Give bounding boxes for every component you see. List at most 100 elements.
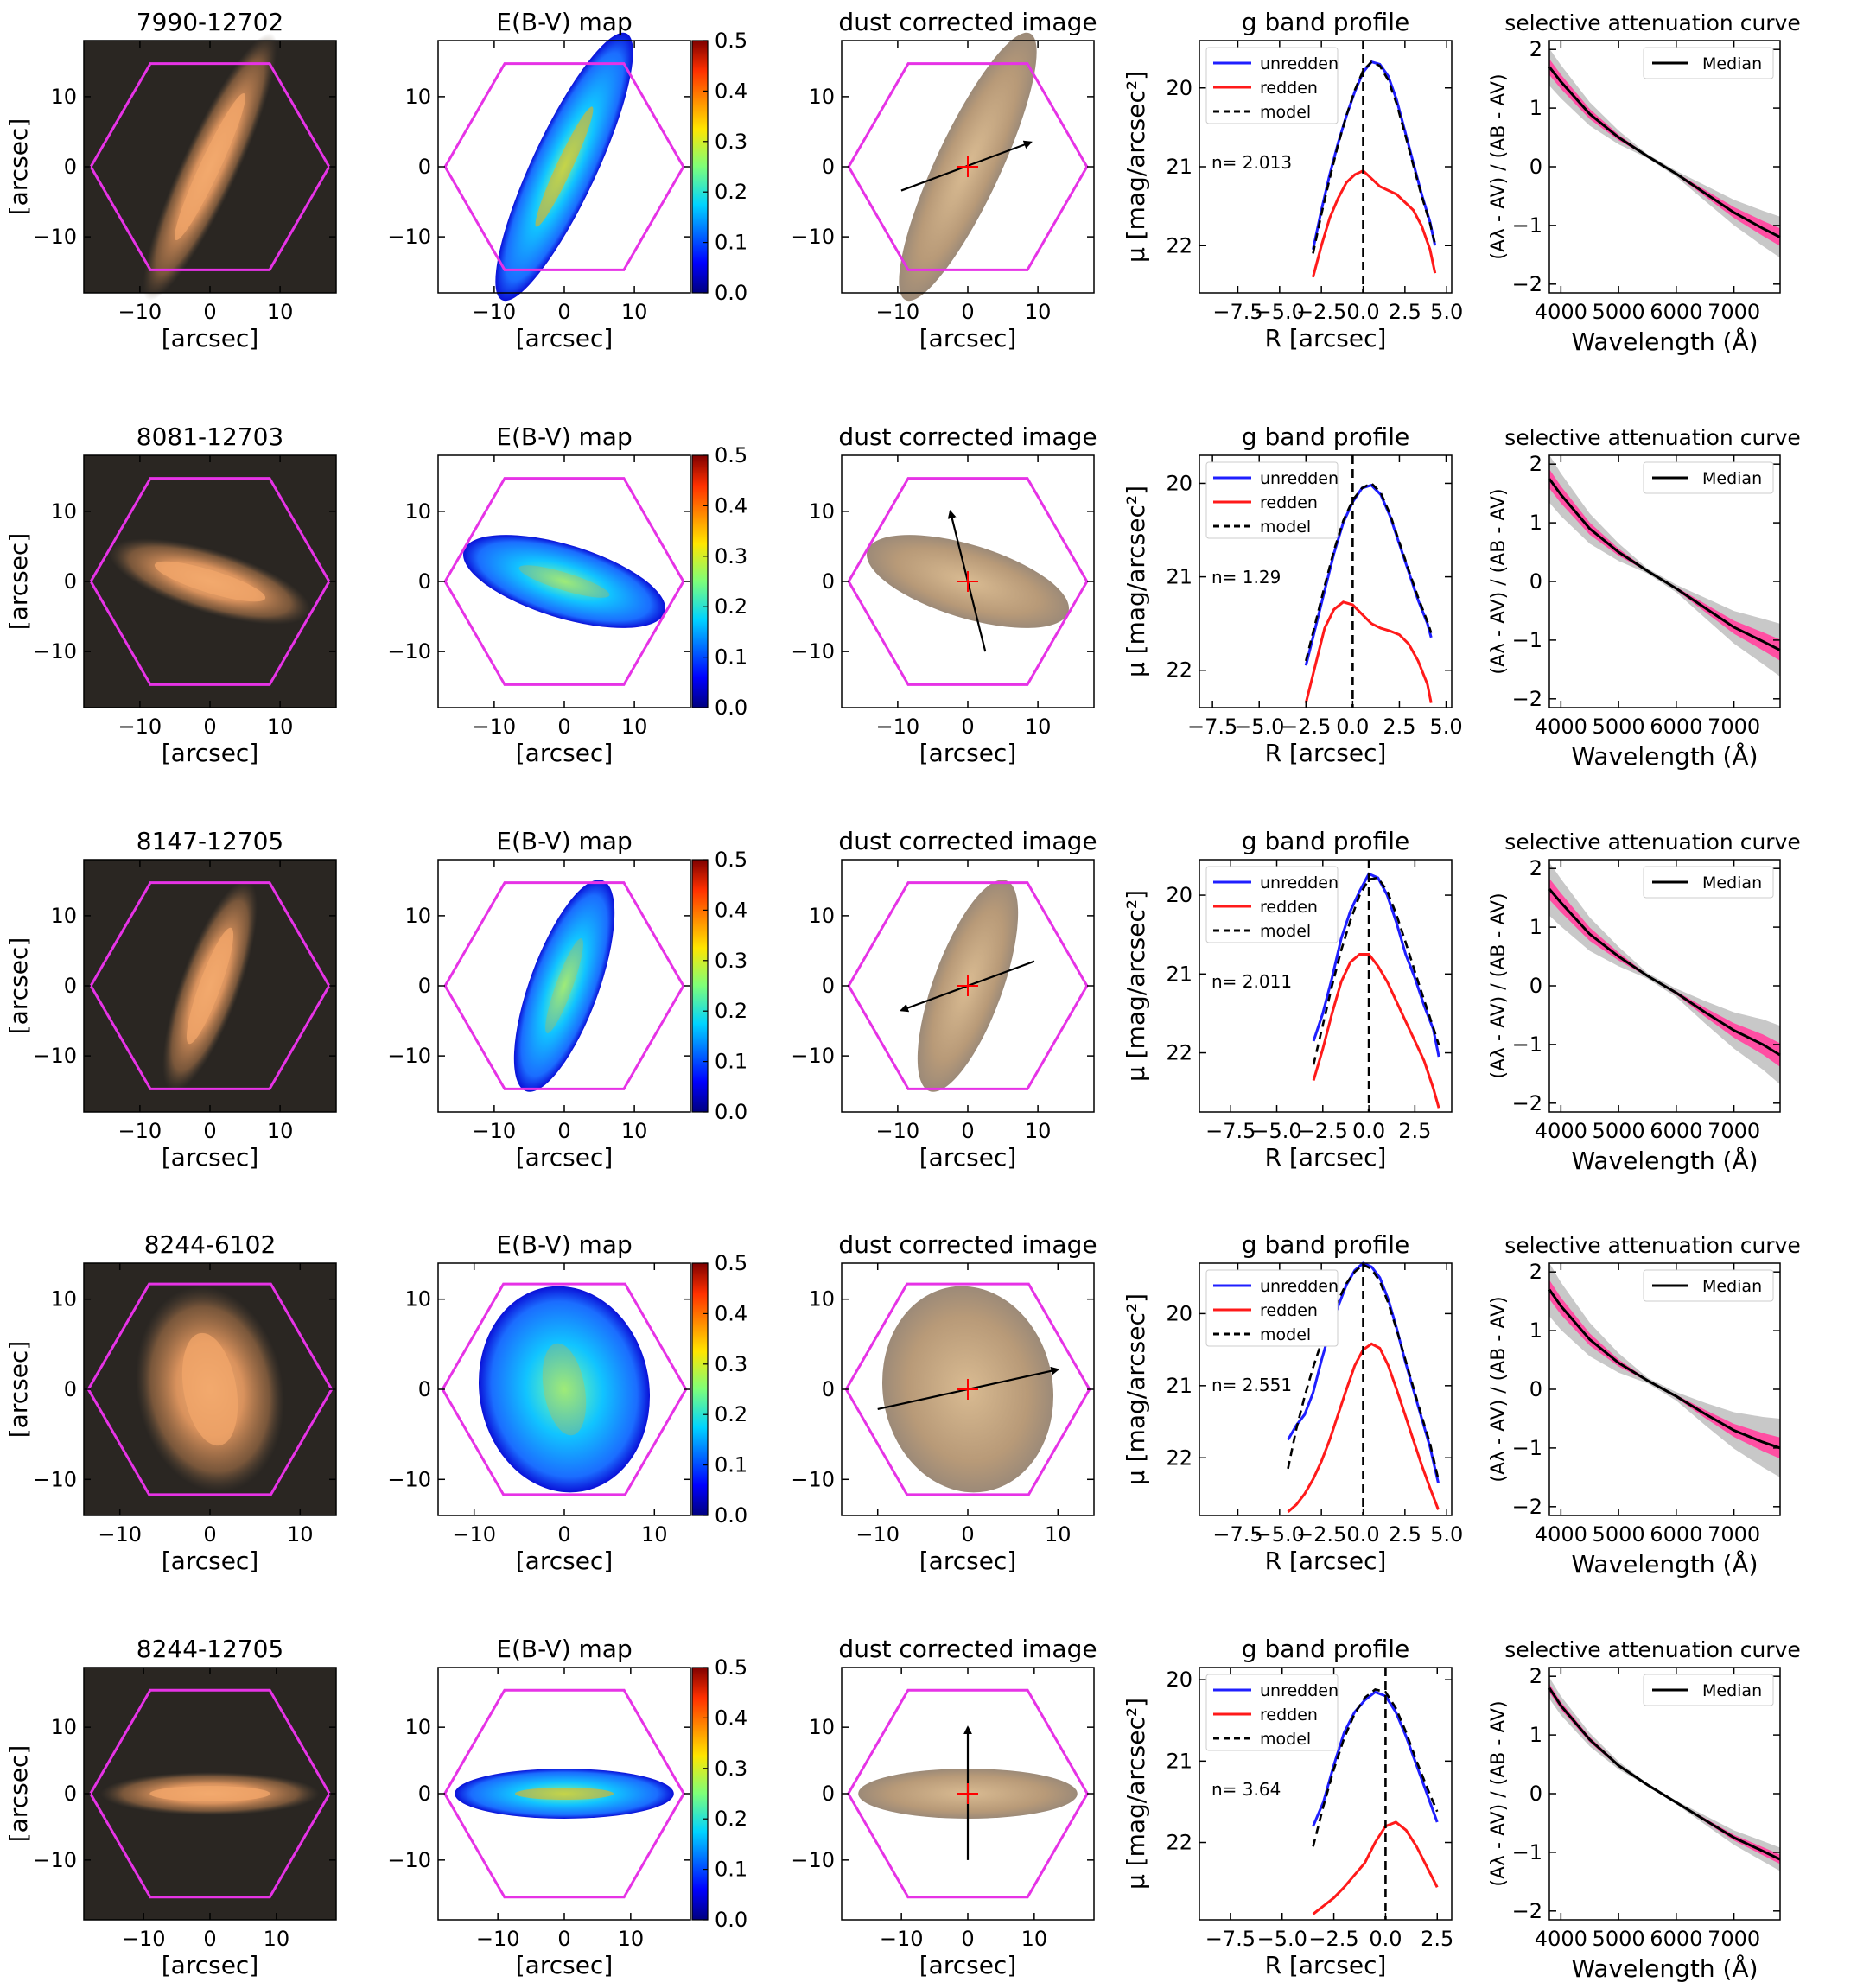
legend-label-unredden: unredden bbox=[1260, 1277, 1339, 1296]
curve-ylabel: (Aλ - AV) / (AB - AV) bbox=[1488, 1296, 1510, 1482]
dust-ytick-label: 10 bbox=[808, 1715, 835, 1739]
colorbar-label: 0.1 bbox=[715, 645, 747, 670]
curve-ytick-label: 0 bbox=[1529, 569, 1542, 594]
gband-ylabel: μ [mag/arcsec²] bbox=[1122, 890, 1150, 1082]
ifu-hexagon bbox=[847, 881, 1089, 1090]
profile-legend bbox=[1205, 47, 1339, 124]
ebv-hotspot bbox=[542, 1343, 587, 1436]
ebv-xtick-label: 0 bbox=[557, 300, 570, 324]
gband-xtick-label: −2.5 bbox=[1298, 1119, 1348, 1143]
curve-ytick-label: 0 bbox=[1529, 974, 1542, 998]
curve-title: selective attenuation curve bbox=[1504, 425, 1801, 450]
ebv-map bbox=[462, 535, 666, 628]
ebv-ytick-label: 10 bbox=[404, 1287, 431, 1312]
curve-ytick-label: 0 bbox=[1529, 1377, 1542, 1401]
dust-xtick-label: 10 bbox=[1021, 1927, 1048, 1951]
galaxy-core bbox=[175, 92, 245, 241]
colorbar-label: 0.1 bbox=[715, 1050, 747, 1074]
curve-xtick-label: 7000 bbox=[1707, 715, 1760, 739]
sersic-index: n= 3.64 bbox=[1211, 1779, 1281, 1800]
dust-xtick-label: −10 bbox=[880, 1927, 924, 1951]
colorbar-label: 0.1 bbox=[715, 231, 747, 255]
legend-label-median: Median bbox=[1702, 54, 1762, 73]
dust-xlabel: [arcsec] bbox=[919, 1951, 1017, 1979]
redden-line bbox=[1312, 1820, 1439, 1915]
ebv-hotspot bbox=[535, 106, 594, 227]
curve-ytick-label: −2 bbox=[1512, 1899, 1542, 1923]
gband-xlabel: R [arcsec] bbox=[1265, 324, 1387, 353]
ebv-xtick-label: −10 bbox=[473, 715, 517, 739]
gband-ylabel: μ [mag/arcsec²] bbox=[1122, 1698, 1150, 1890]
colorbar-label: 0.2 bbox=[715, 180, 747, 204]
image-ytick-label: 10 bbox=[50, 1287, 77, 1312]
ebv-ytick-label: 10 bbox=[404, 1715, 431, 1739]
sersic-index: n= 2.011 bbox=[1211, 971, 1292, 992]
profile-legend bbox=[1205, 461, 1339, 539]
curve-panel: 4000 5000 6000 7000 −2 −1 0 1 2 Median selective a… bbox=[1488, 425, 1801, 771]
gband-ylabel: μ [mag/arcsec²] bbox=[1122, 71, 1150, 263]
legend-label-unredden: unredden bbox=[1260, 1681, 1339, 1700]
gband-ytick-label: 20 bbox=[1166, 1668, 1192, 1692]
dust-xtick-label: 10 bbox=[1045, 1522, 1072, 1547]
gband-xtick-label: 2.5 bbox=[1389, 1522, 1421, 1547]
galaxy-core bbox=[181, 1332, 238, 1446]
image-ylabel: [arcsec] bbox=[4, 1341, 33, 1439]
image-ytick-label: 0 bbox=[64, 1377, 77, 1401]
dust-title: dust corrected image bbox=[838, 827, 1097, 855]
dust-ytick-label: −10 bbox=[791, 1848, 835, 1872]
curve-xtick-label: 6000 bbox=[1650, 715, 1702, 739]
gband-xtick-label: −7.5 bbox=[1212, 1522, 1262, 1547]
image-xtick-label: 0 bbox=[203, 1927, 216, 1951]
gband-xtick-label: −7.5 bbox=[1187, 715, 1237, 739]
gband-xtick-label: 2.5 bbox=[1398, 1119, 1431, 1143]
image-xtick-label: 10 bbox=[267, 1119, 294, 1143]
gband-xtick-label: 2.5 bbox=[1421, 1927, 1453, 1951]
ebv-panel: −10 0 10 −10 0 10 E(B-V) map [arcsec] 0.0 0.1 0.2 0… bbox=[387, 827, 747, 1172]
gband-xtick-label: −7.5 bbox=[1212, 300, 1262, 324]
ebv-xtick-label: 0 bbox=[557, 1119, 570, 1143]
image-xtick-label: 0 bbox=[203, 715, 216, 739]
dust-xtick-label: −10 bbox=[876, 1119, 920, 1143]
ifu-hexagon bbox=[89, 477, 331, 686]
unredden-line bbox=[1312, 1690, 1439, 1827]
curve-xlabel: Wavelength (Å) bbox=[1571, 1953, 1758, 1982]
galaxy-row-8081-12703: −10 0 10−100108081-12703[arcsec][arcsec]−1… bbox=[4, 422, 1801, 771]
curve-ylabel: (Aλ - AV) / (AB - AV) bbox=[1488, 1700, 1510, 1886]
gband-panel: −7.5−5.0−2.5 0.0 2.5 5.0 20 21 22 unredden redde… bbox=[1122, 1230, 1463, 1575]
image-xtick-label: −10 bbox=[118, 715, 162, 739]
image-ytick-label: −10 bbox=[33, 1467, 77, 1491]
ebv-map bbox=[513, 880, 615, 1092]
image-ylabel: [arcsec] bbox=[4, 937, 33, 1035]
curve-ytick-label: −2 bbox=[1512, 1091, 1542, 1115]
image-panel: −10 0 10 −10 0 10 8081-12703 [arcsec] [arcsec] bbox=[4, 422, 337, 767]
ebv-ytick-label: −10 bbox=[387, 1044, 431, 1068]
curve-panel: 4000 5000 6000 7000 −2 −1 0 1 2 Median selective a… bbox=[1488, 10, 1801, 356]
curve-ytick-label: 2 bbox=[1529, 856, 1542, 880]
profile-legend bbox=[1205, 1269, 1339, 1347]
ebv-ytick-label: −10 bbox=[387, 1467, 431, 1491]
gband-xtick-label: 0.0 bbox=[1352, 1119, 1385, 1143]
ebv-xlabel: [arcsec] bbox=[516, 324, 614, 353]
dust-xtick-label: −10 bbox=[876, 715, 920, 739]
curve-ylabel: (Aλ - AV) / (AB - AV) bbox=[1488, 893, 1510, 1078]
ebv-map bbox=[478, 1286, 651, 1493]
image-xtick-label: −10 bbox=[118, 1119, 162, 1143]
legend-label-redden: redden bbox=[1260, 79, 1318, 98]
gband-xtick-label: −2.5 bbox=[1281, 715, 1331, 739]
gband-frame bbox=[1199, 1262, 1453, 1516]
median-line bbox=[1548, 66, 1781, 238]
colorbar-label: 0.5 bbox=[715, 848, 747, 872]
median-line bbox=[1548, 1687, 1781, 1861]
ebv-ytick-label: 10 bbox=[404, 499, 431, 524]
colorbar-label: 0.3 bbox=[715, 544, 747, 569]
dust-xtick-label: −10 bbox=[876, 300, 920, 324]
gband-ytick-label: 22 bbox=[1166, 1445, 1192, 1470]
ebv-xlabel: [arcsec] bbox=[516, 739, 614, 767]
model-line bbox=[1312, 60, 1436, 254]
curve-ytick-label: 1 bbox=[1529, 511, 1542, 535]
curve-ytick-label: −1 bbox=[1512, 1032, 1542, 1057]
colorbar-label: 0.3 bbox=[715, 1352, 747, 1376]
